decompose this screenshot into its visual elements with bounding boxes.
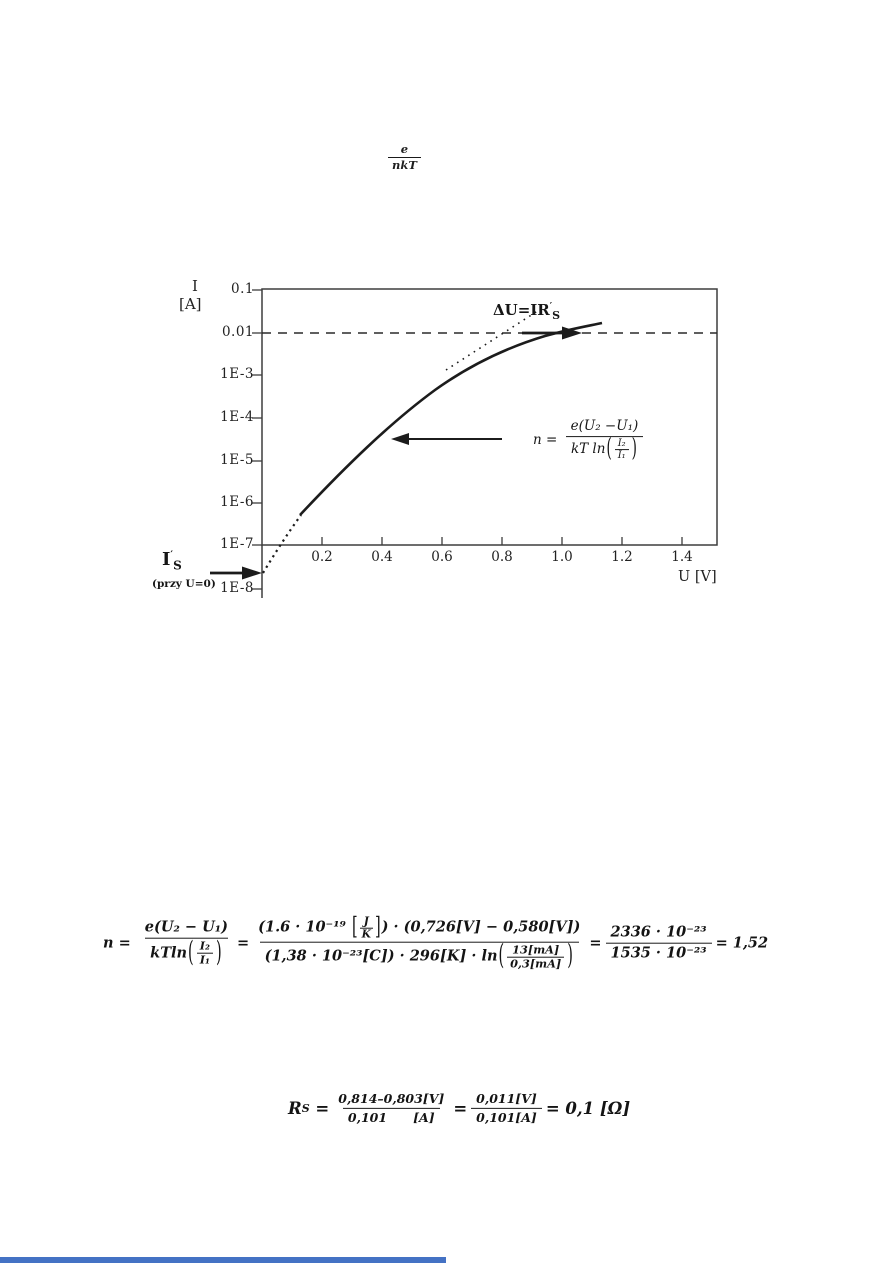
x-tick-marks bbox=[321, 537, 683, 545]
plot-frame bbox=[261, 288, 718, 546]
x-tick-label: 0.4 bbox=[371, 549, 393, 565]
fraction-numerator: 0,011[V] bbox=[476, 1090, 537, 1106]
y-tick-label: 1E-7 bbox=[220, 536, 254, 552]
is-symbol: I bbox=[162, 549, 171, 570]
fraction-numeric: (1.6 · 10⁻¹⁹ [ J K ] ) · (0,726[V] − 0,5… bbox=[253, 915, 585, 972]
open-paren: ( bbox=[498, 941, 505, 972]
fraction-numerator: (1.6 · 10⁻¹⁹ [ J K ] ) · (0,726[V] − 0,5… bbox=[253, 915, 585, 942]
y-axis-title-unit: [A] bbox=[179, 295, 202, 313]
fraction-symbolic: e(U₂ − U₁) kTln ( I₂ I₁ ) bbox=[140, 918, 233, 968]
inner-denominator: 0,3[mA] bbox=[507, 956, 565, 970]
fraction-denominator: kT ln ( I₂ I₁ ) bbox=[565, 433, 643, 464]
delta-u-arrow bbox=[522, 326, 582, 340]
inner-numerator: I₂ bbox=[199, 939, 210, 954]
close-paren: ) bbox=[567, 941, 573, 972]
num-text-b: ) · (0,726[V] − 0,580[V]) bbox=[381, 918, 581, 936]
n-annotation-formula: n = e(U₂ −U₁) kT ln ( I₂ I₁ ) bbox=[533, 417, 647, 463]
delta-u-annotation: ΔU=IR′S bbox=[493, 301, 560, 322]
iv-characteristic-chart: I [A] U [V] 0.1 0.01 1E-3 1E-4 1E-5 1E-6… bbox=[150, 275, 750, 615]
bottom-accent-bar[interactable] bbox=[0, 1257, 446, 1263]
is-arrow bbox=[210, 566, 262, 580]
y-tick-label: 1E-4 bbox=[220, 409, 254, 425]
dotted-extrapolation-line bbox=[445, 302, 551, 371]
inner-fraction: I₂ I₁ bbox=[196, 939, 213, 967]
close-paren: ) bbox=[215, 937, 222, 969]
is-subscript: S bbox=[173, 558, 182, 573]
rs-subscript: S bbox=[301, 1101, 310, 1115]
rs-symbol: R bbox=[288, 1098, 302, 1118]
formula-result: = 0,1 [Ω] bbox=[545, 1098, 631, 1118]
delta-u-prime: ′ bbox=[549, 302, 553, 312]
y-axis-title-symbol: I bbox=[192, 277, 198, 295]
fraction-numerator: e bbox=[400, 142, 409, 156]
fraction-difference: 0,814–0,803[V] 0,101 [A] bbox=[333, 1090, 449, 1126]
dotted-curve-tail bbox=[262, 514, 302, 574]
unit-fraction: J K bbox=[359, 914, 373, 941]
inner-fraction: I₂ I₁ bbox=[614, 437, 629, 462]
unit-numerator: J bbox=[363, 914, 369, 928]
formula-result: = 1,52 bbox=[715, 934, 769, 952]
n-formula-arrow bbox=[391, 433, 502, 445]
fraction-denominator: 1535 · 10⁻²³ bbox=[605, 942, 712, 964]
fraction: e(U₂ −U₁) kT ln ( I₂ I₁ ) bbox=[565, 417, 644, 464]
delta-u-subscript: S bbox=[552, 309, 561, 322]
fraction-simplified: 0,011[V] 0,101[A] bbox=[471, 1090, 542, 1126]
fraction-denominator: 0,101 [A] bbox=[342, 1107, 440, 1127]
close-paren: ) bbox=[631, 433, 637, 464]
x-tick-label: 0.8 bbox=[491, 549, 513, 565]
fraction-numerator: 0,814–0,803[V] bbox=[338, 1090, 445, 1106]
y-tick-label: 1E-5 bbox=[220, 452, 254, 468]
equals-sign: = bbox=[453, 1098, 468, 1118]
inner-numerator: 13[mA] bbox=[512, 942, 560, 957]
chart-canvas bbox=[210, 288, 718, 598]
y-tick-label: 0.01 bbox=[221, 324, 254, 340]
formula-lead: n = bbox=[103, 934, 136, 952]
unit-denominator: K bbox=[359, 927, 373, 941]
x-axis-title: U [V] bbox=[678, 569, 717, 585]
open-paren: ( bbox=[188, 937, 194, 969]
y-tick-label: 1E-3 bbox=[220, 366, 254, 382]
fraction-numerator: e(U₂ −U₁) bbox=[570, 418, 639, 435]
fraction-numerator: 2336 · 10⁻²³ bbox=[610, 923, 707, 941]
equals-sign: = bbox=[236, 934, 250, 952]
num-text-a: (1.6 · 10⁻¹⁹ bbox=[258, 918, 351, 936]
equals-sign: = bbox=[315, 1098, 330, 1118]
y-tick-marks bbox=[252, 289, 262, 590]
x-tick-label: 1.0 bbox=[551, 549, 573, 565]
top-formula-e-nkt: e nkT bbox=[384, 142, 425, 173]
inner-fraction: 13[mA] 0,3[mA] bbox=[507, 942, 565, 970]
fraction-denominator: kTln ( I₂ I₁ ) bbox=[145, 937, 228, 969]
fraction: e nkT bbox=[388, 142, 421, 173]
n-annotation-lead: n = bbox=[533, 432, 562, 448]
open-bracket: [ bbox=[351, 913, 358, 942]
inner-denominator: I₁ bbox=[614, 449, 629, 461]
y-tick-label: 1E-6 bbox=[220, 494, 254, 510]
is-annotation: I′S bbox=[162, 549, 182, 573]
x-tick-label: 0.2 bbox=[311, 549, 333, 565]
n-calculation-formula: n = e(U₂ − U₁) kTln ( I₂ I₁ ) = (1.6 · 1… bbox=[103, 915, 768, 972]
y-tick-label: 1E-8 bbox=[220, 580, 254, 596]
x-tick-label: 1.4 bbox=[671, 549, 693, 565]
equals-sign: = bbox=[589, 934, 602, 952]
fraction-denominator: 0,101[A] bbox=[471, 1107, 542, 1127]
y-tick-label: 0.1 bbox=[231, 281, 254, 297]
delta-u-text: ΔU=IR bbox=[493, 301, 550, 319]
is-annotation-note: (przy U=0) bbox=[152, 578, 216, 590]
fraction-denominator: nkT bbox=[388, 156, 421, 173]
fraction-result-ratio: 2336 · 10⁻²³ 1535 · 10⁻²³ bbox=[605, 922, 712, 964]
fraction-numerator: e(U₂ − U₁) bbox=[144, 918, 228, 936]
is-prime: ′ bbox=[170, 550, 174, 561]
den-text: (1,38 · 10⁻²³[C]) · 296[K] · ln bbox=[264, 947, 498, 965]
fraction-denominator: (1,38 · 10⁻²³[C]) · 296[K] · ln ( 13[mA]… bbox=[259, 941, 579, 972]
open-paren: ( bbox=[606, 433, 612, 464]
inner-numerator: I₂ bbox=[617, 437, 626, 449]
x-tick-label: 0.6 bbox=[431, 549, 453, 565]
close-bracket: ] bbox=[374, 913, 381, 942]
den-text: kTln bbox=[150, 944, 188, 962]
inner-denominator: I₁ bbox=[196, 953, 213, 967]
den-text: kT ln bbox=[570, 441, 606, 458]
x-tick-label: 1.2 bbox=[611, 549, 633, 565]
